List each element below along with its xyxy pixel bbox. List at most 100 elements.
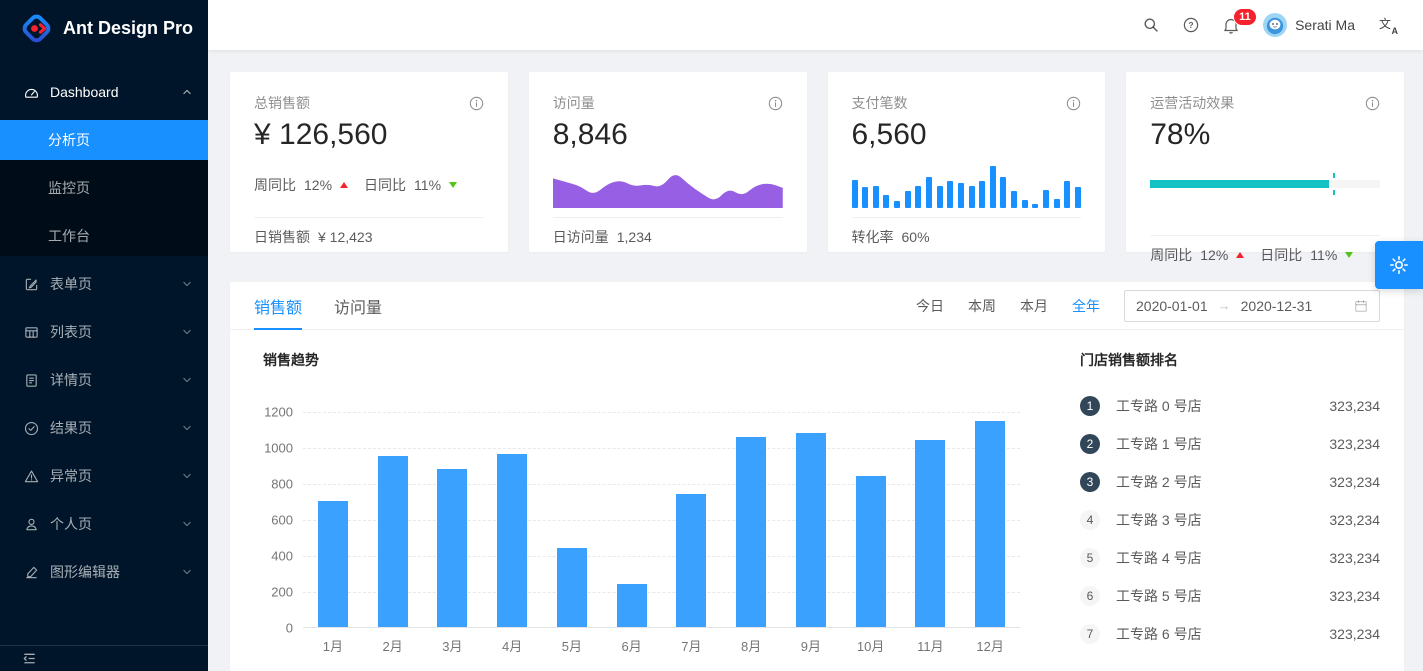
bar-column: 6月 — [602, 412, 662, 654]
date-end[interactable]: 2020-12-31 — [1240, 297, 1313, 314]
card-value: 8,846 — [552, 118, 628, 151]
trend-value: 11% — [414, 177, 442, 193]
sidebar-item-editor[interactable]: 图形编辑器 — [0, 552, 208, 592]
spark-bar — [1053, 198, 1060, 208]
sidebar-item-analysis[interactable]: 分析页 — [0, 120, 208, 160]
sidebar-item-label: 详情页 — [50, 372, 92, 388]
search-icon — [1143, 17, 1159, 33]
x-tick-label: 11月 — [917, 639, 944, 654]
store-name: 工专路 4 号店 — [1116, 550, 1202, 566]
footer-label: 日销售额 — [254, 229, 310, 245]
dashboard-icon — [24, 84, 40, 100]
spark-bar — [883, 195, 890, 208]
sidebar-item-monitor[interactable]: 监控页 — [0, 168, 208, 208]
stat-card-visits: 访问量 8,846 日访问量 1,234 — [528, 72, 807, 252]
translate-icon: 文 A — [1379, 17, 1398, 36]
rank-badge: 4 — [1080, 510, 1100, 530]
trend-bar — [616, 583, 647, 627]
spark-bar — [851, 179, 858, 208]
bar-column: 8月 — [721, 412, 781, 654]
range-week[interactable]: 本周 — [968, 297, 996, 314]
card-value: ¥ 126,560 — [254, 118, 388, 151]
sidebar-item-result[interactable]: 结果页 — [0, 408, 208, 448]
user-menu[interactable]: Serati Ma — [1251, 0, 1367, 50]
trend-bar — [855, 476, 886, 627]
caret-down-icon — [449, 182, 458, 188]
logo[interactable]: Ant Design Pro — [0, 0, 208, 56]
tab-visits[interactable]: 访问量 — [334, 299, 383, 317]
range-year[interactable]: 全年 — [1072, 297, 1100, 314]
y-tick-label: 1200 — [264, 404, 293, 420]
user-name: Serati Ma — [1295, 17, 1355, 33]
rank-badge: 6 — [1080, 586, 1100, 606]
x-tick-label: 9月 — [800, 639, 821, 654]
chart-title: 销售趋势 — [263, 352, 319, 368]
store-sales-value: 323,234 — [1329, 550, 1380, 566]
store-name: 工专路 2 号店 — [1116, 474, 1202, 490]
rank-badge: 3 — [1080, 472, 1100, 492]
chevron-down-icon — [182, 471, 192, 481]
user-icon — [24, 516, 40, 532]
search-button[interactable] — [1131, 0, 1171, 50]
range-month[interactable]: 本月 — [1020, 297, 1048, 314]
chevron-up-icon — [182, 87, 192, 97]
sales-panel-tabbar: 销售额 访问量 今日 本周 本月 全年 2020-01-01 → 2020-12-31 — [230, 282, 1404, 330]
info-circle-icon[interactable] — [768, 96, 783, 111]
plot-area: 1月 2月 3月 4月 5月 6月 7月 8月 9月 10月 11月 12月 — [303, 412, 1020, 654]
rank-badge: 5 — [1080, 548, 1100, 568]
info-circle-icon[interactable] — [469, 96, 484, 111]
info-circle-icon[interactable] — [1066, 96, 1081, 111]
language-button[interactable]: 文 A — [1367, 0, 1409, 50]
spark-bar — [979, 181, 986, 208]
calendar-icon — [1354, 299, 1368, 313]
profile-icon — [24, 372, 40, 388]
caret-up-icon — [340, 182, 349, 188]
card-title: 访问量 — [552, 95, 595, 111]
settings-button[interactable] — [1375, 241, 1423, 289]
tab-sales[interactable]: 销售额 — [254, 282, 303, 330]
sidebar-item-account[interactable]: 个人页 — [0, 504, 208, 544]
x-tick-label: 12月 — [976, 639, 1004, 654]
rank-badge: 2 — [1080, 434, 1100, 454]
sidebar-item-exception[interactable]: 异常页 — [0, 456, 208, 496]
bar-column: 1月 — [303, 412, 363, 654]
ant-design-logo-icon — [20, 12, 53, 45]
store-name: 工专路 5 号店 — [1116, 588, 1202, 604]
arrow-right-icon: → — [1217, 298, 1231, 313]
sidebar-item-dashboard[interactable]: Dashboard — [0, 72, 208, 112]
x-tick-label: 2月 — [382, 639, 403, 654]
trend-bar — [676, 493, 707, 627]
x-tick-label: 5月 — [561, 639, 582, 654]
sidebar-item-label: Dashboard — [50, 84, 119, 100]
stat-cards-row: 总销售额 ¥ 126,560 周同比 12% 日同比 11% 日销售额 — [208, 50, 1423, 263]
sidebar-item-workplace[interactable]: 工作台 — [0, 216, 208, 256]
gridline — [303, 520, 1020, 521]
range-today[interactable]: 今日 — [916, 297, 944, 314]
trend-bar — [317, 501, 348, 627]
date-start[interactable]: 2020-01-01 — [1136, 297, 1208, 314]
notifications-button[interactable]: 11 — [1211, 0, 1257, 50]
date-range-picker[interactable]: 2020-01-01 → 2020-12-31 — [1124, 289, 1380, 322]
sidebar-collapse-trigger[interactable] — [0, 645, 208, 671]
stat-card-activity: 运营活动效果 78% — [1126, 72, 1404, 263]
sidebar-item-form[interactable]: 表单页 — [0, 264, 208, 304]
trend-bar — [915, 440, 946, 627]
sales-panel: 销售额 访问量 今日 本周 本月 全年 2020-01-01 → 2020-12-31 — [230, 282, 1404, 671]
sidebar-item-label: 异常页 — [50, 468, 92, 484]
sidebar-item-list[interactable]: 列表页 — [0, 312, 208, 352]
y-tick-label: 200 — [271, 584, 293, 600]
svg-text:?: ? — [1188, 20, 1193, 30]
bar-column: 10月 — [841, 412, 901, 654]
y-axis: 0 200 400 600 800 1000 1200 — [263, 405, 303, 636]
store-name: 工专路 1 号店 — [1116, 436, 1202, 452]
info-circle-icon[interactable] — [1365, 96, 1380, 111]
trend-bar — [497, 453, 528, 627]
help-button[interactable]: ? — [1171, 0, 1211, 50]
bar-column: 2月 — [363, 412, 423, 654]
rank-badge: 1 — [1080, 396, 1100, 416]
chevron-down-icon — [182, 279, 192, 289]
y-tick-label: 400 — [271, 548, 293, 564]
spark-bar — [968, 185, 975, 208]
spark-bar — [1043, 189, 1050, 208]
sidebar-item-profile[interactable]: 详情页 — [0, 360, 208, 400]
